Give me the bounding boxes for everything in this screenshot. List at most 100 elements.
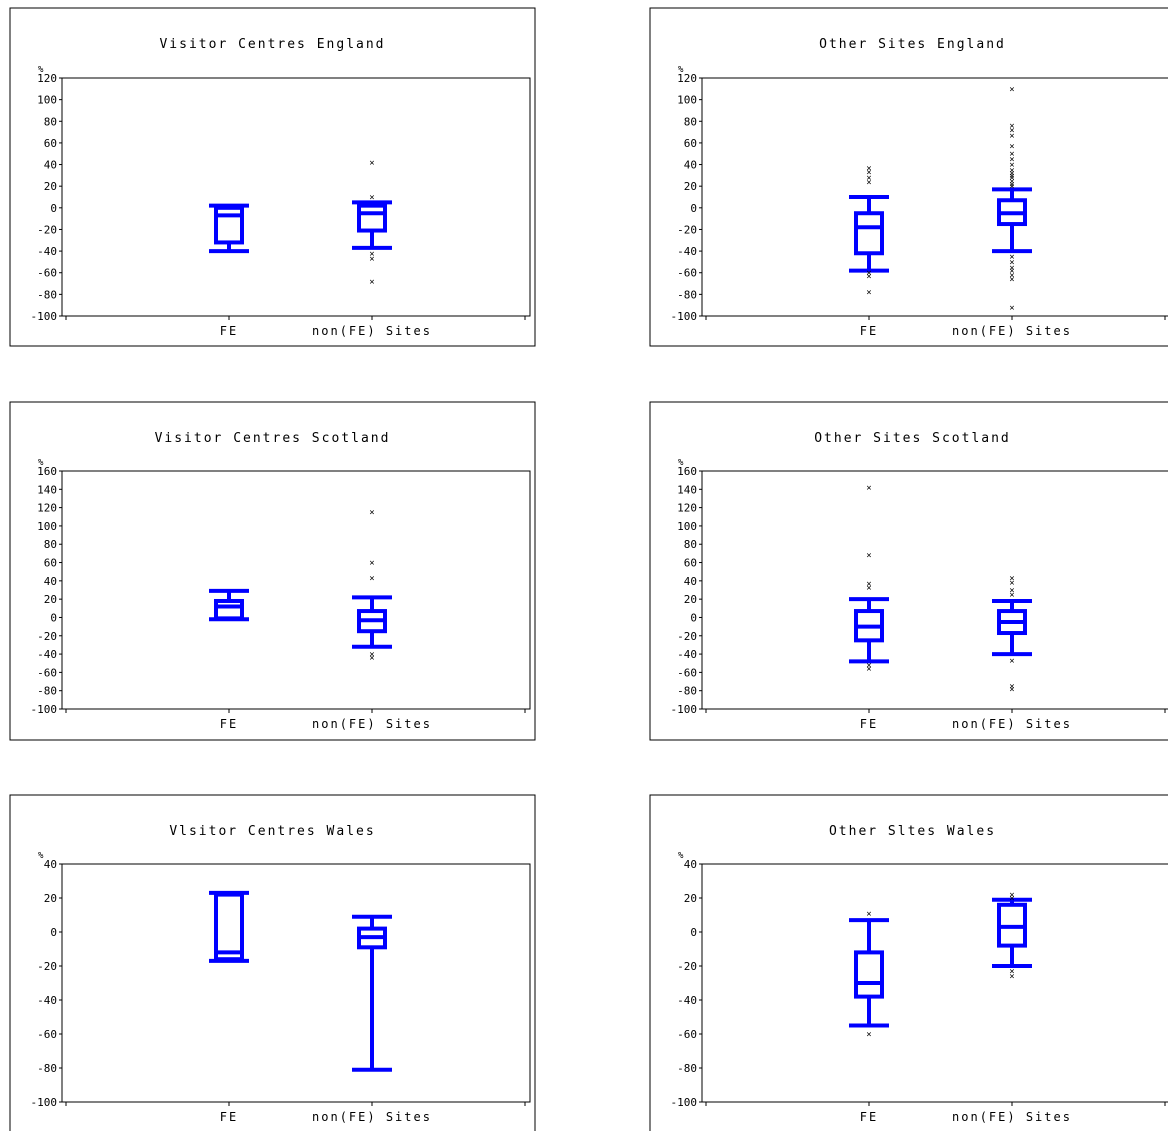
y-tick-label: 0 <box>50 926 57 939</box>
y-tick-label: 140 <box>37 483 57 496</box>
y-tick-label: -100 <box>31 1096 58 1109</box>
y-tick-label: 60 <box>44 557 57 570</box>
x-category-label: non(FE) Sites <box>312 1110 432 1124</box>
panel-frame <box>9 794 536 1131</box>
outlier-point: × <box>1009 85 1014 95</box>
chart-title: Visitor Centres Scotland <box>155 431 391 446</box>
panel-frame <box>9 7 536 347</box>
y-axis-unit: % <box>38 458 44 468</box>
plot-area <box>61 77 531 317</box>
outlier-point: × <box>1009 161 1014 171</box>
y-tick-label: 160 <box>37 465 57 478</box>
y-tick-label: 100 <box>677 94 697 107</box>
y-tick-label: 60 <box>684 137 697 150</box>
outlier-point: × <box>369 277 374 287</box>
outlier-point: × <box>1009 177 1014 187</box>
outlier-point: × <box>1009 253 1014 263</box>
outlier-point: × <box>1009 171 1014 181</box>
chart-panel-1: Other Sites England%120 100 80 60 40 20 0 -20 -4… <box>649 7 1168 347</box>
outlier-point: × <box>369 158 374 168</box>
outlier-point: × <box>1009 126 1014 136</box>
y-tick-label: 80 <box>684 538 697 551</box>
y-tick-label: -80 <box>37 288 57 301</box>
y-tick-label: -20 <box>37 960 57 973</box>
outlier-point: × <box>866 272 871 282</box>
outlier-point: × <box>866 661 871 671</box>
x-category-label: non(FE) Sites <box>952 717 1072 731</box>
chart-panel-0: Visitor Centres England%120 100 80 60 40 20 0 -… <box>9 7 536 347</box>
y-tick-label: -100 <box>31 310 58 323</box>
outlier-point: × <box>1009 591 1014 601</box>
outlier-point: × <box>1009 155 1014 165</box>
x-category-label: FE <box>220 1110 238 1124</box>
outlier-point: × <box>1009 131 1014 141</box>
outlier-point: × <box>1009 169 1014 179</box>
y-tick-label: -80 <box>677 288 697 301</box>
outlier-point: × <box>1009 258 1014 268</box>
y-tick-label: -60 <box>677 666 697 679</box>
outlier-point: × <box>369 249 374 259</box>
y-axis-unit: % <box>678 458 684 468</box>
outlier-point: × <box>1009 685 1014 695</box>
outlier-point: × <box>369 559 374 569</box>
y-axis-unit: % <box>38 851 44 861</box>
y-tick-label: -60 <box>37 666 57 679</box>
chart-panel-4: Vlsitor Centres Wales%40 20 0 -20 -40 -60 -80 -… <box>9 794 536 1131</box>
y-tick-label: 40 <box>44 159 57 172</box>
y-tick-label: 0 <box>690 202 697 215</box>
outlier-point: × <box>866 1030 871 1040</box>
plot-area <box>701 863 1168 1103</box>
x-category-label: FE <box>220 717 238 731</box>
y-tick-label: 40 <box>684 858 697 871</box>
y-tick-label: 80 <box>684 115 697 128</box>
y-tick-label: 0 <box>50 611 57 624</box>
outlier-point: × <box>369 508 374 518</box>
chart-panel-3: Other Sites Scotland%160 140 120 100 80 60 40 2… <box>649 401 1168 741</box>
y-tick-label: -80 <box>677 1062 697 1075</box>
y-tick-label: -40 <box>37 245 57 258</box>
y-tick-label: -20 <box>37 630 57 643</box>
chart-panel-2: Visitor Centres Scotland%160 140 120 100 80 6… <box>9 401 536 741</box>
outlier-point: × <box>866 580 871 590</box>
y-tick-label: -40 <box>677 994 697 1007</box>
outlier-point: × <box>369 654 374 664</box>
outlier-point: × <box>369 650 374 660</box>
outlier-point: × <box>866 269 871 279</box>
y-tick-label: -80 <box>677 685 697 698</box>
panel-frame <box>9 401 536 741</box>
y-tick-label: -80 <box>37 1062 57 1075</box>
outlier-point: × <box>1009 656 1014 666</box>
y-tick-label: -100 <box>671 703 698 716</box>
y-tick-label: 0 <box>690 611 697 624</box>
y-tick-label: -40 <box>37 994 57 1007</box>
y-tick-label: -20 <box>677 960 697 973</box>
outlier-point: × <box>866 288 871 298</box>
y-tick-label: 40 <box>44 858 57 871</box>
plot-area <box>701 470 1168 710</box>
y-tick-label: -40 <box>677 245 697 258</box>
chart-title: Other Sites England <box>819 37 1006 52</box>
box-iqr <box>214 205 244 245</box>
x-category-label: non(FE) Sites <box>952 1110 1072 1124</box>
y-tick-label: -60 <box>677 267 697 280</box>
x-category-label: FE <box>860 717 878 731</box>
x-category-label: FE <box>220 324 238 338</box>
outlier-point: × <box>866 583 871 593</box>
outlier-point: × <box>866 909 871 919</box>
outlier-point: × <box>866 483 871 493</box>
outlier-point: × <box>1009 275 1014 285</box>
outlier-point: × <box>1009 586 1014 596</box>
y-tick-label: 40 <box>684 575 697 588</box>
y-tick-label: 120 <box>37 72 57 85</box>
y-tick-label: -60 <box>37 267 57 280</box>
y-tick-label: 40 <box>684 159 697 172</box>
y-tick-label: 120 <box>677 502 697 515</box>
y-axis-unit: % <box>678 851 684 861</box>
y-tick-label: 120 <box>677 72 697 85</box>
y-tick-label: 0 <box>50 202 57 215</box>
y-tick-label: 20 <box>684 593 697 606</box>
box-iqr <box>854 211 884 256</box>
outlier-point: × <box>369 574 374 584</box>
outlier-point: × <box>1009 972 1014 982</box>
